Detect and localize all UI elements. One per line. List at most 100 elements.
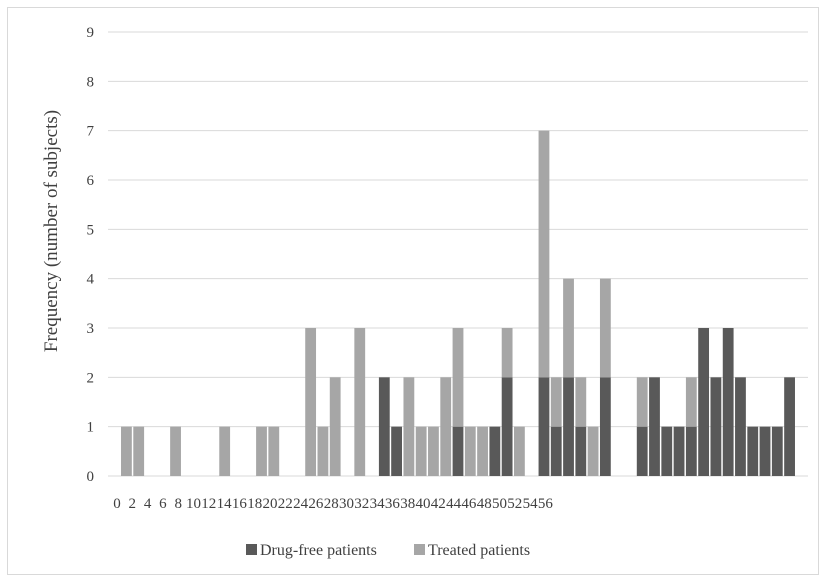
y-axis-title: Frequency (number of subjects) <box>41 110 62 352</box>
x-tick-label: 36 <box>385 496 401 512</box>
bars <box>121 130 795 476</box>
x-tick-label: 16 <box>232 496 248 512</box>
x-tick-label: 20 <box>263 496 278 512</box>
x-tick-label: 48 <box>477 496 492 512</box>
legend-item-treated: Treated patients <box>414 542 530 559</box>
x-tick-label: 0 <box>113 496 121 512</box>
bar-drug-free <box>636 426 648 476</box>
bar-treated <box>599 278 611 378</box>
bar-treated <box>256 426 267 476</box>
legend-item-drug-free: Drug-free patients <box>246 542 377 559</box>
x-axis-ticks: 0 2 4 6 8 10 12 14 16 18 20 22 24 26 28 30 32 34 36 38 40 42 4… <box>113 496 553 512</box>
x-tick-label: 38 <box>400 496 415 512</box>
x-tick-label: 12 <box>201 496 216 512</box>
y-tick-label: 7 <box>87 124 95 140</box>
bar-treated <box>514 426 525 476</box>
y-tick-label: 3 <box>87 321 95 337</box>
bar-drug-free <box>575 426 587 476</box>
bar-drug-free <box>649 377 660 476</box>
bar-drug-free <box>378 377 390 476</box>
x-tick-label: 26 <box>308 496 324 512</box>
bar-treated <box>563 278 574 378</box>
bar-treated <box>464 426 476 476</box>
bar-drug-free <box>452 426 464 476</box>
y-tick-label: 1 <box>87 420 95 436</box>
bar-drug-free <box>673 426 685 476</box>
bar-drug-free <box>698 328 710 476</box>
bar-treated <box>219 426 231 476</box>
bar-drug-free <box>538 377 550 476</box>
legend-swatch <box>246 544 257 555</box>
bar-drug-free <box>563 377 574 476</box>
x-tick-label: 18 <box>247 496 262 512</box>
bar-drug-free <box>599 377 611 476</box>
x-tick-label: 2 <box>129 496 137 512</box>
bar-drug-free <box>747 426 759 476</box>
bar-treated <box>133 426 145 476</box>
bar-drug-free <box>661 426 673 476</box>
y-axis-ticks: 0 1 2 3 4 5 6 7 8 9 <box>87 25 95 485</box>
x-tick-label: 50 <box>492 496 507 512</box>
bar-drug-free <box>735 377 746 476</box>
bar-drug-free <box>391 426 402 476</box>
bar-treated <box>415 426 427 476</box>
bar-treated <box>440 377 452 476</box>
x-tick-label: 28 <box>324 496 339 512</box>
bar-treated <box>428 426 439 476</box>
x-tick-label: 44 <box>446 496 462 512</box>
x-tick-label: 10 <box>186 496 201 512</box>
y-tick-label: 5 <box>87 222 95 238</box>
x-tick-label: 14 <box>217 496 233 512</box>
x-tick-label: 4 <box>144 496 152 512</box>
bar-treated <box>550 377 562 427</box>
bar-treated <box>403 377 415 476</box>
bar-treated <box>121 426 132 476</box>
bar-treated <box>575 377 587 427</box>
bar-treated <box>329 377 341 476</box>
y-tick-label: 2 <box>87 370 95 386</box>
bar-treated <box>477 426 488 476</box>
y-tick-label: 9 <box>87 25 95 41</box>
bar-treated <box>354 328 366 476</box>
x-tick-label: 34 <box>370 496 386 512</box>
bar-drug-free <box>722 328 734 476</box>
x-tick-label: 32 <box>354 496 369 512</box>
x-tick-label: 6 <box>159 496 167 512</box>
y-tick-label: 4 <box>87 272 95 288</box>
x-tick-label: 22 <box>278 496 293 512</box>
bar-drug-free <box>501 377 513 476</box>
bar-drug-free <box>685 426 697 476</box>
y-tick-label: 6 <box>87 173 95 189</box>
x-tick-label: 52 <box>507 496 522 512</box>
x-tick-label: 46 <box>461 496 477 512</box>
bar-treated <box>501 328 513 378</box>
bar-treated <box>587 426 599 476</box>
bar-drug-free <box>489 426 501 476</box>
x-tick-label: 24 <box>293 496 309 512</box>
bar-treated <box>170 426 181 476</box>
bar-treated <box>538 130 550 378</box>
bar-treated <box>636 377 648 427</box>
y-tick-label: 8 <box>87 74 95 90</box>
x-tick-label: 30 <box>339 496 354 512</box>
y-tick-label: 0 <box>87 469 95 485</box>
bar-drug-free <box>784 377 795 476</box>
bar-drug-free <box>759 426 771 476</box>
bar-drug-free <box>550 426 562 476</box>
bar-treated <box>317 426 329 476</box>
bar-treated <box>305 328 317 476</box>
legend: Drug-free patients Treated patients <box>246 542 530 559</box>
bar-treated <box>452 328 464 427</box>
bar-treated <box>685 377 697 427</box>
x-tick-label: 42 <box>431 496 446 512</box>
legend-swatch <box>414 544 425 555</box>
x-tick-label: 56 <box>538 496 554 512</box>
x-tick-label: 40 <box>416 496 431 512</box>
bar-drug-free <box>771 426 783 476</box>
x-tick-label: 54 <box>523 496 539 512</box>
x-tick-label: 8 <box>174 496 182 512</box>
bar-drug-free <box>710 377 722 476</box>
bar-treated <box>268 426 280 476</box>
